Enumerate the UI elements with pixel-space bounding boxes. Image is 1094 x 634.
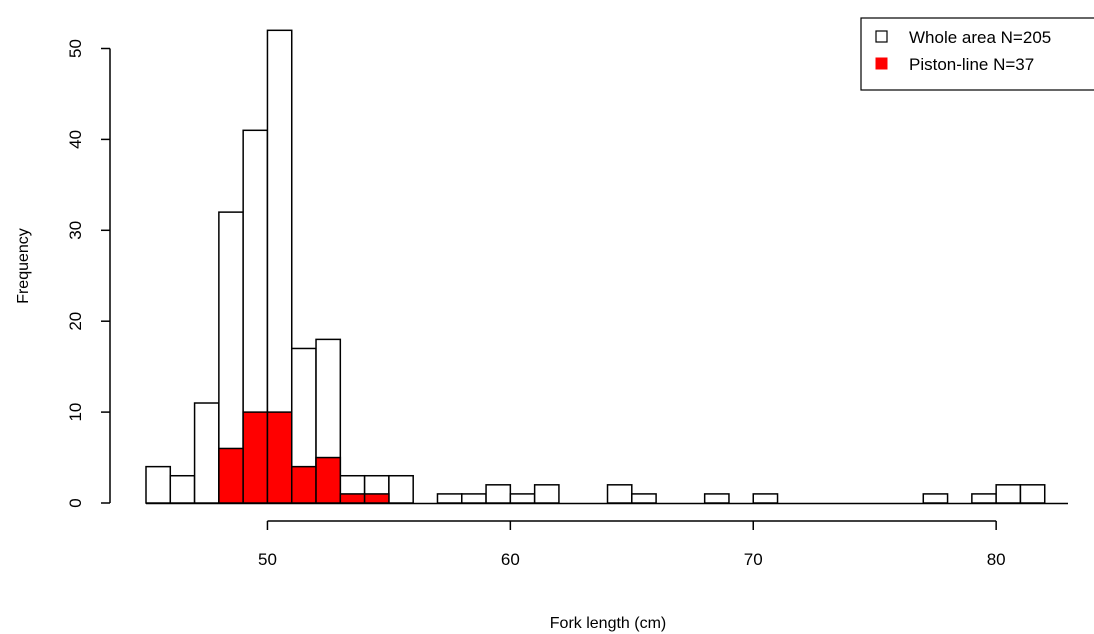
bar-piston-line-52 — [315, 456, 342, 504]
x-tick-label-60: 60 — [501, 550, 520, 569]
bar-whole-area-55 — [388, 474, 414, 504]
x-tick-label-70: 70 — [744, 550, 763, 569]
y-tick-label-50: 50 — [66, 39, 85, 58]
bar-whole-area-80 — [995, 484, 1022, 504]
bar-whole-area-59 — [485, 484, 512, 504]
bar-piston-line-50 — [266, 411, 293, 504]
bar-piston-line-53 — [339, 493, 366, 504]
legend-box — [860, 17, 1094, 91]
bar-whole-area-61 — [533, 484, 560, 504]
legend-label-piston-line: Piston-line N=37 — [909, 55, 1034, 74]
x-axis-title: Fork length (cm) — [550, 615, 666, 632]
legend-label-whole-area: Whole area N=205 — [909, 28, 1051, 47]
bar-piston-line-51 — [290, 465, 317, 504]
bar-whole-area-60 — [509, 493, 536, 504]
x-axis: 50 60 70 80 — [258, 520, 1006, 569]
y-axis-title: Frequency — [15, 228, 32, 304]
bar-whole-area-57 — [436, 493, 463, 504]
bar-whole-area-65 — [631, 493, 657, 504]
x-tick-label-80: 80 — [987, 550, 1006, 569]
bar-whole-area-45 — [145, 465, 172, 504]
bar-piston-line-54 — [363, 493, 390, 504]
bar-whole-area-81 — [1019, 484, 1046, 504]
bar-whole-area-79 — [971, 493, 997, 504]
bar-whole-area-77 — [922, 493, 949, 504]
y-tick-label-20: 20 — [66, 312, 85, 331]
y-tick-label-40: 40 — [66, 130, 85, 149]
legend-swatch-piston-line — [875, 57, 888, 70]
piston-line-bars — [218, 411, 390, 504]
y-axis: 0 10 20 30 40 50 — [66, 39, 111, 508]
legend-swatch-whole-area — [875, 30, 888, 43]
y-tick-label-30: 30 — [66, 221, 85, 240]
bar-whole-area-64 — [606, 484, 633, 504]
y-tick-label-0: 0 — [66, 498, 85, 507]
bar-whole-area-70 — [752, 493, 779, 504]
y-tick-label-10: 10 — [66, 403, 85, 422]
bar-whole-area-58 — [461, 493, 487, 504]
bar-whole-area-47 — [193, 402, 220, 504]
bar-whole-area-68 — [703, 493, 730, 504]
bar-whole-area-46 — [169, 474, 196, 504]
bar-piston-line-49 — [242, 411, 269, 504]
x-tick-label-50: 50 — [258, 550, 277, 569]
legend: Whole area N=205 Piston-line N=37 — [860, 17, 1094, 91]
bar-piston-line-48 — [218, 447, 244, 504]
